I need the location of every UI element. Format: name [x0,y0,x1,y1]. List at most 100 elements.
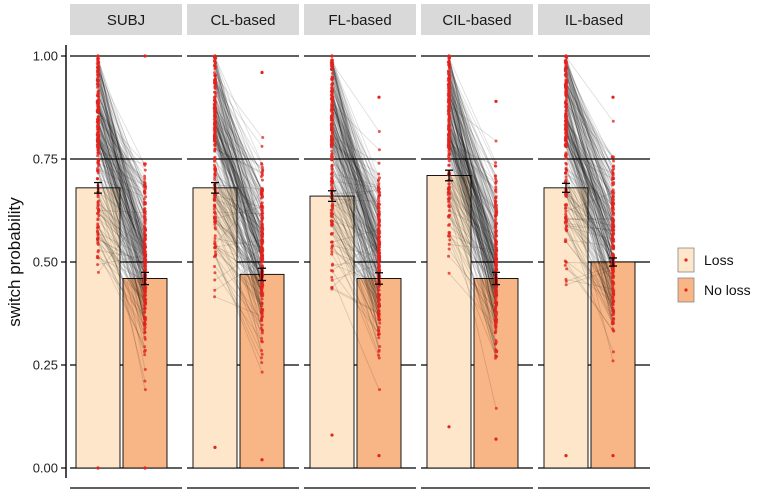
subject-line [565,62,614,171]
subject-line [448,89,497,275]
point-loss [330,137,334,141]
error-bar-loss [562,182,570,193]
subject-line [565,102,614,290]
subject-line [565,193,614,266]
subject-line [214,246,263,267]
subject-line [214,127,263,231]
subject-line [214,179,263,282]
point-no-loss [494,297,498,301]
subject-line [565,136,614,305]
subject-line [214,150,263,225]
facet-label: CIL-based [442,12,511,29]
subject-line [97,95,146,277]
subject-line [214,62,263,249]
point-no-loss [610,228,614,232]
subject-line [448,235,497,280]
subject-line [565,140,614,257]
subject-line [331,80,380,283]
subject-line [97,119,146,187]
subject-line [331,83,380,338]
subject-line [448,130,497,321]
subject-line [331,117,380,213]
subject-line [214,200,263,256]
point-loss [330,122,334,126]
subject-line [331,240,380,271]
subject-line [331,107,380,222]
point-loss [447,182,451,186]
subject-line [331,112,380,219]
point-loss [329,214,333,218]
subject-line [565,91,614,167]
subject-line [448,56,497,270]
subject-line [331,139,380,246]
subject-line [97,194,146,313]
subject-line [214,79,263,192]
subject-line [448,139,497,302]
point-loss [330,275,334,279]
subject-line [448,93,497,260]
subject-line [97,121,146,250]
subject-line [214,95,263,228]
subject-line [97,66,146,249]
subject-line [331,119,380,239]
point-loss [564,99,568,103]
subject-line [331,103,380,151]
subject-line [448,64,497,282]
subject-line [97,250,146,260]
point-no-loss [493,202,497,206]
subject-line [214,105,263,268]
subject-line [331,89,380,208]
subject-line [448,94,497,199]
subject-line [97,93,146,217]
subject-line [97,96,146,182]
point-loss [447,242,451,246]
subject-line [97,163,146,296]
subject-line [331,178,380,255]
subject-line [214,134,263,168]
subject-line [97,165,146,276]
subject-line [331,111,380,295]
subject-line [214,120,263,170]
subject-line [448,183,497,255]
point-loss [447,271,451,275]
subject-line [97,141,146,252]
subject-line [331,120,380,276]
point-no-loss [260,144,264,148]
subject-line [565,84,614,158]
subject-line [448,130,497,284]
subject-line [331,210,380,273]
subject-line [331,109,380,221]
subject-line [448,113,497,217]
subject-line [214,194,263,270]
subject-line [97,201,146,252]
point-no-loss [376,288,380,292]
subject-line [448,140,497,241]
subject-line [331,145,380,306]
subject-line [448,135,497,243]
point-extreme [377,454,381,458]
subject-line [97,162,146,390]
subject-line [448,119,497,331]
subject-line [448,75,497,262]
point-no-loss [260,331,264,335]
subject-line [214,79,263,256]
subject-line [214,254,263,373]
subject-line [331,69,380,245]
point-loss [447,127,451,131]
subject-line [214,75,263,257]
subject-line [565,143,614,231]
point-loss [446,197,450,201]
point-loss [330,71,334,75]
subject-line [565,204,614,247]
subject-line [331,245,380,257]
subject-line [97,75,146,253]
subject-line [448,114,497,260]
point-loss [96,149,100,153]
subject-line [331,120,380,307]
subject-line [214,100,263,232]
subject-line [214,97,263,191]
subject-line [97,207,146,255]
subject-line [331,120,380,226]
point-loss [96,203,100,207]
